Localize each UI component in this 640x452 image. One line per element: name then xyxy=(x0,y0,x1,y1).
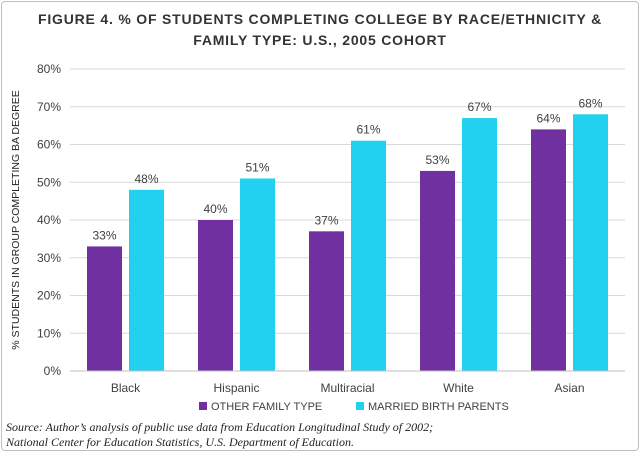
bar xyxy=(420,170,455,371)
y-tick-label: 50% xyxy=(37,175,61,189)
bar xyxy=(309,231,344,371)
data-label: 51% xyxy=(245,160,269,174)
bar xyxy=(351,140,386,371)
bar xyxy=(87,246,122,371)
data-label: 61% xyxy=(356,123,380,137)
x-category-label: Multiracial xyxy=(320,381,374,395)
y-tick-label: 80% xyxy=(37,62,61,76)
bar xyxy=(240,178,275,371)
bar xyxy=(129,189,164,371)
y-tick-label: 10% xyxy=(37,326,61,340)
bar xyxy=(462,118,497,371)
chart-title: FIGURE 4. % OF STUDENTS COMPLETING COLLE… xyxy=(0,9,640,51)
bar xyxy=(531,129,566,371)
data-label: 64% xyxy=(536,111,560,125)
data-label: 53% xyxy=(425,153,449,167)
x-category-label: Hispanic xyxy=(213,381,259,395)
y-axis-label: % STUDENTS IN GROUP COMPLETING BA DEGREE xyxy=(10,90,22,349)
legend-label: OTHER FAMILY TYPE xyxy=(211,401,322,413)
x-category-label: Black xyxy=(111,381,141,395)
chart-title-line-1: FIGURE 4. % OF STUDENTS COMPLETING COLLE… xyxy=(37,11,602,27)
legend-label: MARRIED BIRTH PARENTS xyxy=(368,401,509,413)
legend-swatch xyxy=(356,402,364,410)
bar xyxy=(573,114,608,372)
x-category-label: White xyxy=(443,381,474,395)
data-label: 37% xyxy=(314,213,338,227)
data-label: 48% xyxy=(134,172,158,186)
y-tick-label: 30% xyxy=(37,251,61,265)
y-tick-label: 40% xyxy=(37,213,61,227)
data-label: 68% xyxy=(578,96,602,110)
y-tick-label: 70% xyxy=(37,100,61,114)
data-label: 67% xyxy=(467,100,491,114)
source-line-2: National Center for Education Statistics… xyxy=(6,434,354,449)
y-tick-label: 60% xyxy=(37,138,61,152)
legend-swatch xyxy=(199,402,207,410)
chart-title-line-2: FAMILY TYPE: U.S., 2005 COHORT xyxy=(193,32,447,48)
y-tick-label: 0% xyxy=(44,364,62,378)
y-tick-label: 20% xyxy=(37,289,61,303)
bar xyxy=(198,220,233,371)
data-label: 33% xyxy=(92,228,116,242)
data-label: 40% xyxy=(203,202,227,216)
x-category-label: Asian xyxy=(554,381,584,395)
source-line-1: Source: Author’s analysis of public use … xyxy=(6,420,434,434)
source-note: Source: Author’s analysis of public use … xyxy=(6,420,634,449)
